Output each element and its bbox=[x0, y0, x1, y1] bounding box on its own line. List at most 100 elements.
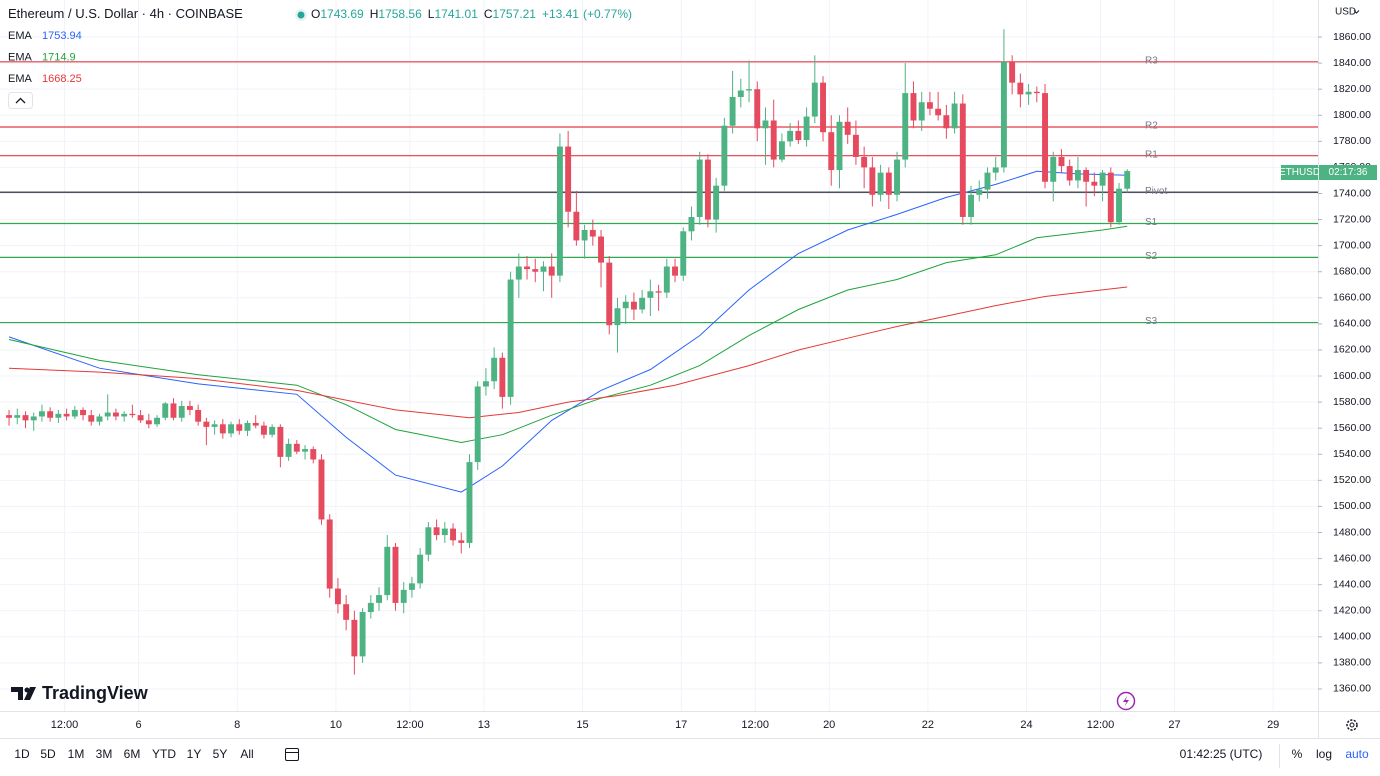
candle-body bbox=[277, 426, 284, 457]
y-tick-label: 1840.00 bbox=[1333, 57, 1371, 69]
y-tick-label: 1540.00 bbox=[1333, 448, 1371, 460]
candle-body bbox=[137, 415, 144, 421]
candle-body bbox=[589, 230, 596, 237]
candle-body bbox=[1124, 171, 1131, 189]
pivot-levels: R3 R2 R1 Pivot S1 S2 S3 bbox=[0, 55, 1318, 327]
ema-line bbox=[8, 286, 1128, 419]
candle-body bbox=[203, 421, 210, 427]
candle-body bbox=[655, 291, 662, 293]
collapse-button[interactable] bbox=[8, 92, 33, 109]
candle-body bbox=[680, 231, 687, 276]
settings-icon[interactable] bbox=[1346, 719, 1358, 731]
auto-button[interactable]: auto bbox=[1345, 747, 1369, 761]
x-tick-label: 15 bbox=[576, 719, 588, 731]
percent-button[interactable]: % bbox=[1292, 747, 1303, 761]
candle-body bbox=[885, 172, 892, 195]
candle-body bbox=[30, 416, 37, 421]
candle-body bbox=[713, 185, 720, 220]
candle-body bbox=[1042, 93, 1048, 182]
candle-body bbox=[614, 308, 621, 326]
candle-body bbox=[14, 415, 21, 418]
candle-body bbox=[598, 236, 604, 263]
x-tick-label: 12:00 bbox=[396, 719, 424, 731]
logo-text: TradingView bbox=[42, 683, 149, 703]
candle-body bbox=[1033, 91, 1040, 94]
y-tick-label: 1700.00 bbox=[1333, 239, 1371, 251]
candle-body bbox=[762, 120, 769, 129]
range-button[interactable]: 1Y bbox=[187, 747, 202, 761]
calendar-icon[interactable] bbox=[285, 748, 299, 761]
l-value: 1741.01 bbox=[434, 7, 478, 21]
candle-body bbox=[104, 412, 111, 417]
candle-body bbox=[548, 266, 555, 276]
y-tick-label: 1860.00 bbox=[1333, 31, 1371, 43]
level-label: S1 bbox=[1145, 217, 1158, 228]
candle-body bbox=[852, 134, 859, 157]
y-tick-label: 1560.00 bbox=[1333, 422, 1371, 434]
level-label: R3 bbox=[1145, 55, 1158, 66]
range-button[interactable]: 6M bbox=[124, 747, 141, 761]
legend-value: 1714.9 bbox=[42, 51, 76, 63]
candle-body bbox=[869, 167, 876, 195]
alert-bolt bbox=[1123, 695, 1129, 707]
candle-body bbox=[154, 417, 161, 425]
currency[interactable]: USD bbox=[1335, 7, 1356, 18]
candle-body bbox=[746, 89, 752, 91]
o-label: O bbox=[311, 7, 320, 21]
candle-body bbox=[285, 443, 292, 457]
y-tick-label: 1420.00 bbox=[1333, 605, 1371, 617]
legend-name: EMA bbox=[8, 51, 33, 63]
toolbar-bg bbox=[0, 739, 1380, 776]
candle-body bbox=[943, 115, 950, 129]
range-button[interactable]: YTD bbox=[152, 747, 176, 761]
log-button[interactable]: log bbox=[1316, 747, 1332, 761]
candle-body bbox=[770, 120, 777, 160]
candle-body bbox=[622, 301, 629, 309]
candle-body bbox=[581, 230, 588, 241]
candle-body bbox=[47, 411, 54, 418]
axes: 1360.00 1380.00 1400.00 1420.00 1440.00 1460.… bbox=[51, 31, 1371, 731]
candle-body bbox=[186, 406, 193, 410]
range-button[interactable]: 3M bbox=[96, 747, 113, 761]
candle-body bbox=[491, 357, 498, 382]
range-button[interactable]: 1D bbox=[14, 747, 30, 761]
range-button[interactable]: All bbox=[240, 747, 253, 761]
candle-body bbox=[417, 554, 424, 584]
x-tick-label: 10 bbox=[330, 719, 342, 731]
candle-body bbox=[926, 102, 933, 109]
y-tick-label: 1500.00 bbox=[1333, 500, 1371, 512]
candle-body bbox=[902, 93, 909, 160]
candle-body bbox=[195, 409, 202, 422]
y-tick-label: 1620.00 bbox=[1333, 344, 1371, 356]
candle-body bbox=[178, 406, 185, 418]
clock[interactable]: 01:42:25 (UTC) bbox=[1180, 747, 1263, 761]
candle-body bbox=[302, 449, 308, 452]
candle-body bbox=[861, 156, 868, 168]
y-tick-label: 1660.00 bbox=[1333, 292, 1371, 304]
range-button[interactable]: 1M bbox=[68, 747, 85, 761]
candle-body bbox=[1000, 61, 1007, 168]
level-label: R1 bbox=[1145, 149, 1158, 160]
candle-body bbox=[1017, 82, 1024, 95]
ema-line bbox=[8, 225, 1128, 444]
range-button[interactable]: 5Y bbox=[213, 747, 228, 761]
candle-body bbox=[820, 82, 826, 133]
candle-body bbox=[721, 125, 728, 186]
candle-body bbox=[565, 146, 572, 212]
candle-body bbox=[507, 279, 514, 397]
candle-body bbox=[984, 172, 991, 190]
candle-body bbox=[96, 416, 103, 422]
candle-body bbox=[408, 583, 415, 590]
logo-dot bbox=[24, 687, 30, 693]
change-pct: (+0.77%) bbox=[583, 7, 632, 21]
candle-body bbox=[425, 527, 432, 555]
candle-body bbox=[540, 266, 547, 272]
candle-body bbox=[737, 90, 744, 98]
candle-body bbox=[88, 415, 95, 422]
candle-body bbox=[400, 589, 407, 603]
candle-body bbox=[672, 266, 678, 276]
candle-body bbox=[293, 443, 300, 452]
candle-body bbox=[326, 519, 333, 589]
range-button[interactable]: 5D bbox=[40, 747, 56, 761]
